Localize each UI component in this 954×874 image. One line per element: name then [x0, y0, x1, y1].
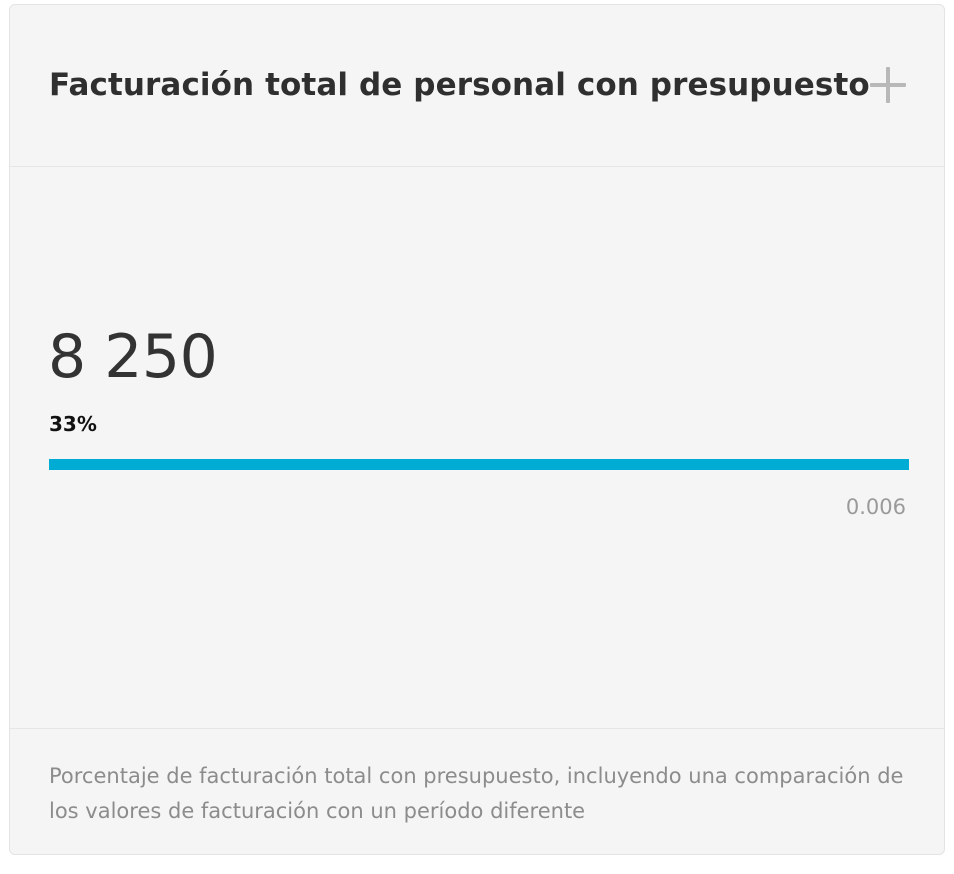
card-title: Facturación total de personal con presup… — [49, 67, 870, 103]
metric-value: 8 250 — [48, 322, 218, 392]
card-description: Porcentaje de facturación total con pres… — [49, 764, 904, 823]
card-footer: Porcentaje de facturación total con pres… — [10, 728, 944, 854]
kpi-card: Facturación total de personal con presup… — [9, 4, 945, 855]
add-button[interactable] — [870, 67, 906, 103]
target-value: 0.006 — [845, 495, 906, 519]
metric-percent: 33% — [49, 412, 97, 436]
card-header: Facturación total de personal con presup… — [10, 5, 944, 167]
progress-bar — [49, 459, 909, 470]
progress-bar-fill — [49, 459, 909, 470]
